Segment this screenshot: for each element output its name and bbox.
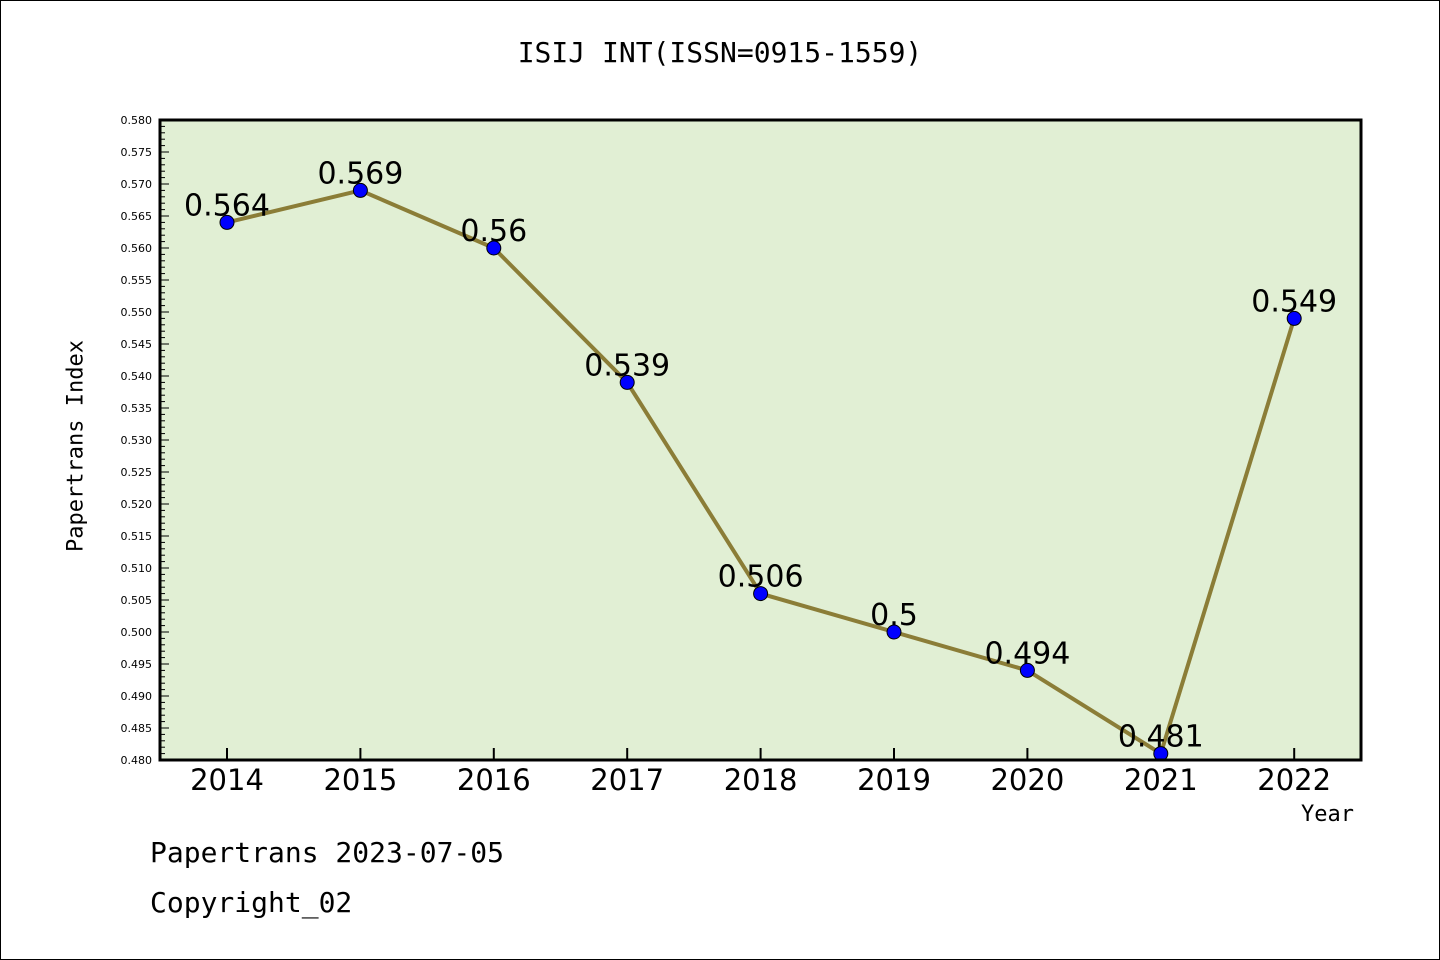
data-point	[486, 240, 502, 256]
x-tick-label: 2015	[323, 763, 397, 797]
x-tick-label: 2017	[590, 763, 664, 797]
data-point	[619, 374, 635, 390]
data-label: 0.549	[1251, 284, 1337, 319]
y-tick-label: 0.480	[121, 754, 153, 767]
data-label: 0.5	[870, 598, 918, 633]
data-label: 0.506	[718, 560, 804, 595]
x-tick-label: 2021	[1124, 763, 1198, 797]
x-axis: 2014 2015 2016 2017 2018 2019 2020 2021 2022	[190, 748, 1331, 797]
y-tick-label: 0.560	[121, 242, 153, 255]
chart-title: ISIJ INT(ISSN=0915-1559)	[517, 36, 923, 69]
y-tick-label: 0.505	[121, 594, 153, 607]
x-axis-label: Year	[1301, 802, 1354, 827]
data-label: 0.494	[984, 636, 1070, 671]
data-label: 0.56	[460, 214, 527, 249]
data-label: 0.539	[584, 348, 670, 383]
y-tick-label: 0.485	[121, 722, 153, 735]
x-tick-label: 2020	[990, 763, 1064, 797]
y-tick-label: 0.570	[121, 178, 153, 191]
plot-border	[158, 118, 1363, 762]
data-point	[753, 586, 769, 602]
y-tick-label: 0.515	[121, 530, 153, 543]
y-tick-label: 0.495	[121, 658, 153, 671]
x-tick-label: 2016	[457, 763, 531, 797]
y-tick-label: 0.530	[121, 434, 153, 447]
x-tick-label: 2022	[1257, 763, 1331, 797]
y-tick-label: 0.525	[121, 466, 153, 479]
y-tick-label: 0.580	[121, 114, 153, 127]
y-tick-label: 0.555	[121, 274, 153, 287]
y-tick-label: 0.565	[121, 210, 153, 223]
data-point	[1019, 662, 1035, 678]
data-label: 0.481	[1118, 720, 1204, 755]
y-tick-label: 0.510	[121, 562, 153, 575]
y-tick-label: 0.500	[121, 626, 153, 639]
data-point	[1286, 310, 1302, 326]
series-layer: 0.564 0.569 0.56 0.539 0.506 0.5 0.494 0.481 0.5…	[184, 156, 1337, 762]
y-tick-label: 0.520	[121, 498, 153, 511]
y-tick-label: 0.535	[121, 402, 153, 415]
y-tick-label: 0.550	[121, 306, 153, 319]
y-tick-label: 0.575	[121, 146, 153, 159]
y-axis: 0.480 0.485 0.490 0.495 0.500 0.505 0.510 0.515…	[121, 114, 169, 767]
plot-area	[160, 120, 1361, 760]
data-label: 0.564	[184, 188, 270, 223]
x-tick-label: 2018	[724, 763, 798, 797]
y-tick-label: 0.490	[121, 690, 153, 703]
data-label: 0.569	[317, 156, 403, 191]
data-point	[219, 214, 235, 230]
data-point	[886, 624, 902, 640]
y-tick-label: 0.545	[121, 338, 153, 351]
x-tick-label: 2019	[857, 763, 931, 797]
x-tick-label: 2014	[190, 763, 264, 797]
data-point	[352, 182, 368, 198]
footer-date: Papertrans 2023-07-05	[150, 836, 505, 869]
footer-copyright: Copyright_02	[150, 886, 353, 919]
y-tick-label: 0.540	[121, 370, 153, 383]
